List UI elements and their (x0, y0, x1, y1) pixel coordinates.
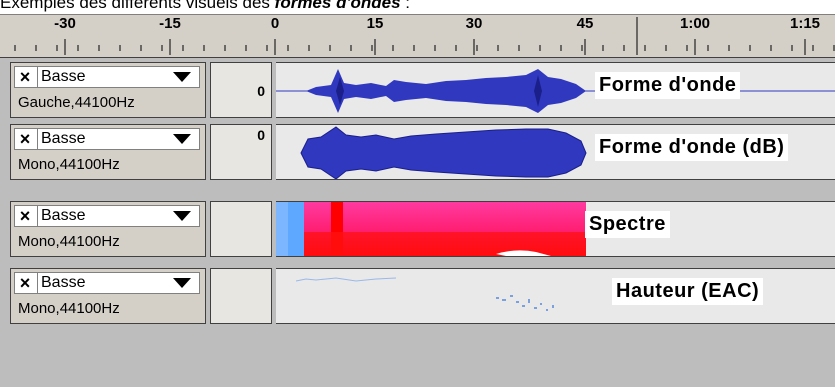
vruler-zero: 0 (257, 83, 265, 99)
track-info: Mono,44100Hz (18, 300, 120, 317)
page-caption: Exemples des différents visuels des form… (0, 0, 410, 14)
ruler-label: -15 (159, 15, 181, 32)
track-name-menu[interactable]: Basse (37, 206, 85, 226)
track-header: × Basse (14, 128, 200, 150)
close-icon[interactable]: × (19, 129, 31, 149)
chevron-down-icon[interactable] (173, 278, 191, 288)
ruler-label: 1:15 (789, 15, 821, 32)
view-label: Forme d'onde (595, 72, 741, 99)
track-header: × Basse (14, 272, 200, 294)
track-control-panel: × Basse Gauche,44100Hz (10, 62, 206, 118)
track-name-menu[interactable]: Basse (37, 67, 85, 87)
track-info: Mono,44100Hz (18, 156, 120, 173)
vertical-ruler: 0 (210, 124, 272, 180)
track-control-panel: × Basse Mono,44100Hz (10, 201, 206, 257)
vertical-ruler (210, 201, 272, 257)
track-info: Gauche,44100Hz (18, 94, 135, 111)
ruler-label: -30 (54, 15, 76, 32)
waveform-db-graphic (300, 126, 587, 179)
track-control-panel: × Basse Mono,44100Hz (10, 268, 206, 324)
caption-emphasis: formes d'ondes (274, 0, 401, 12)
ruler-label: 45 (576, 15, 594, 32)
waveform-graphic (276, 69, 835, 113)
chevron-down-icon[interactable] (173, 211, 191, 221)
close-icon[interactable]: × (19, 273, 31, 293)
track-control-panel: × Basse Mono,44100Hz (10, 124, 206, 180)
caption-prefix: Exemples des différents visuels des (0, 0, 275, 12)
ruler-ticks (14, 17, 835, 55)
spectrum-view[interactable] (276, 201, 835, 257)
waveform-view[interactable] (276, 62, 835, 118)
view-label: Spectre (585, 211, 670, 238)
audio-track-spectrum: × Basse Mono,44100Hz Spectre (0, 197, 835, 259)
view-label: Forme d'onde (dB) (595, 134, 789, 161)
pitch-graphic (295, 277, 554, 311)
caption-suffix: : (400, 0, 411, 12)
audio-track-waveform: × Basse Gauche,44100Hz 0 Forme d'onde (0, 58, 835, 120)
vruler-zero: 0 (257, 127, 265, 143)
ruler-label: 1:00 (679, 15, 711, 32)
audio-track-pitch: × Basse Mono,44100Hz Hauteur (EAC) (0, 264, 835, 326)
track-name-menu[interactable]: Basse (37, 129, 85, 149)
ruler-label: 30 (465, 15, 483, 32)
track-header: × Basse (14, 205, 200, 227)
audio-track-waveform-db: × Basse Mono,44100Hz 0 Forme d'onde (dB) (0, 120, 835, 182)
track-header: × Basse (14, 66, 200, 88)
ruler-label: 0 (270, 15, 280, 32)
timeline-ruler[interactable]: -30 -15 0 15 30 45 1:00 1:15 (0, 14, 835, 58)
track-info: Mono,44100Hz (18, 233, 120, 250)
vertical-ruler (210, 268, 272, 324)
chevron-down-icon[interactable] (173, 72, 191, 82)
view-label: Hauteur (EAC) (612, 278, 764, 305)
track-name-menu[interactable]: Basse (37, 273, 85, 293)
ruler-label: 15 (366, 15, 384, 32)
spectrum-graphic (276, 202, 835, 256)
close-icon[interactable]: × (19, 67, 31, 87)
close-icon[interactable]: × (19, 206, 31, 226)
chevron-down-icon[interactable] (173, 134, 191, 144)
vertical-ruler: 0 (210, 62, 272, 118)
